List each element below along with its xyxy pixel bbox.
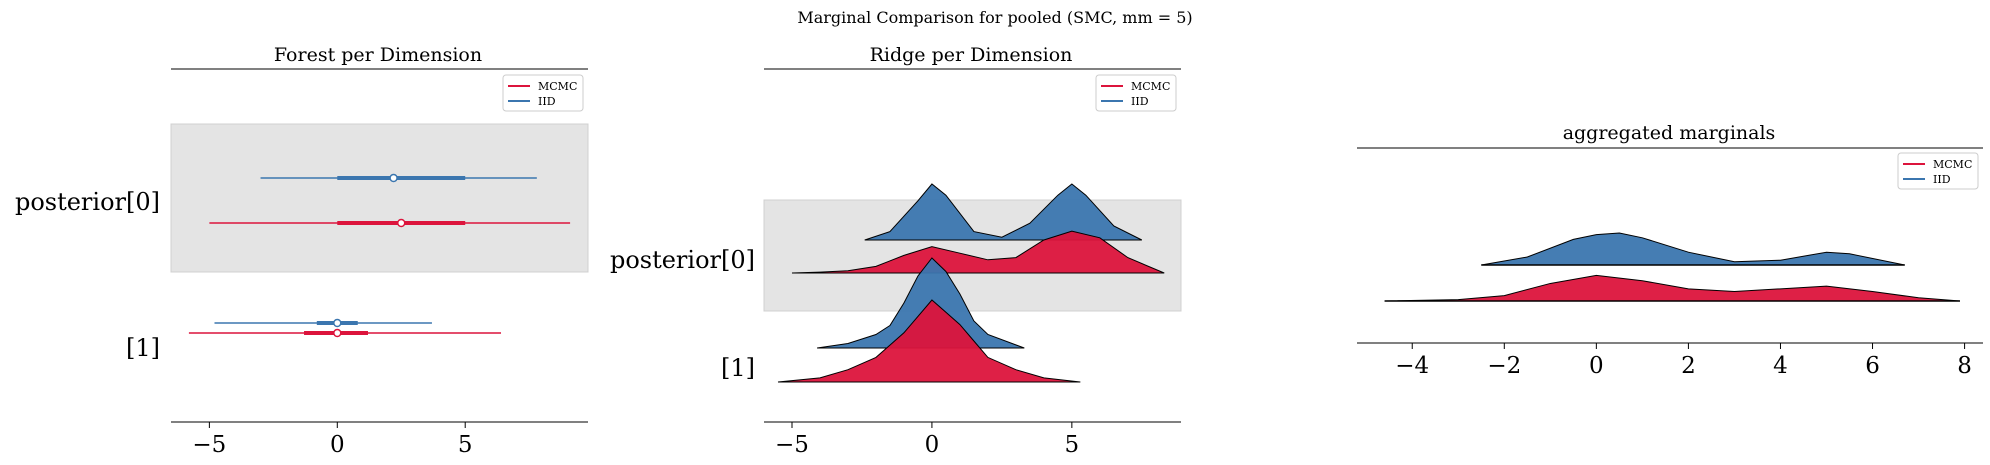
x-tick-label: 6 (1865, 353, 1880, 379)
ridge-area-iid (817, 258, 1025, 348)
category-label: [1] (126, 334, 160, 362)
figure-suptitle: Marginal Comparison for pooled (SMC, mm … (797, 8, 1192, 27)
ridge-title: Ridge per Dimension (870, 44, 1073, 66)
x-tick-label: 0 (330, 432, 345, 458)
aggregated-panel: aggregated marginals −4 −2 0 2 4 6 8 MCMC IID (1357, 122, 1983, 379)
legend-label-iid: IID (1933, 173, 1951, 186)
forest-panel: Forest per Dimension posterior[0] [1] −5 0 5… (15, 44, 589, 458)
marginal-area-mcmc (1384, 275, 1960, 301)
forest-median-iid (389, 173, 398, 183)
ridge-area-iid (864, 184, 1142, 240)
x-tick-label: 5 (458, 432, 473, 458)
marginal-outline-iid (1481, 232, 1905, 266)
legend-label-mcmc: MCMC (1933, 158, 1972, 171)
x-tick-label: −2 (1487, 353, 1521, 379)
marginal-outline-mcmc (1384, 274, 1961, 302)
ridge-outline-mcmc (791, 230, 1165, 274)
x-tick-label: −5 (192, 432, 226, 458)
highlight-band (170, 123, 589, 273)
ridge-area-mcmc (791, 231, 1165, 273)
x-tick-label: 0 (1589, 353, 1604, 379)
category-label: posterior[0] (15, 188, 160, 216)
ridge-panel: Ridge per Dimension posterior[0] [1] −5 0 5 M… (610, 44, 1182, 458)
legend-label-mcmc: MCMC (538, 80, 577, 93)
ridge-area-mcmc (777, 300, 1081, 382)
aggregated-title: aggregated marginals (1563, 122, 1776, 144)
category-label: posterior[0] (610, 246, 755, 274)
category-label: [1] (721, 354, 755, 382)
x-tick-label: 8 (1957, 353, 1972, 379)
legend-label-iid: IID (538, 95, 556, 108)
forest-title: Forest per Dimension (274, 44, 482, 66)
forest-median-mcmc (333, 328, 342, 338)
x-tick-label: 2 (1681, 353, 1696, 379)
marginal-area-iid (1481, 233, 1905, 265)
ridge-outline-mcmc (777, 299, 1081, 383)
x-tick-label: −5 (775, 432, 809, 458)
x-tick-label: 4 (1773, 353, 1788, 379)
x-tick-label: 5 (1065, 432, 1080, 458)
legend-label-iid: IID (1131, 95, 1149, 108)
x-tick-label: −4 (1395, 353, 1429, 379)
legend-label-mcmc: MCMC (1131, 80, 1170, 93)
ridge-outline-iid (817, 257, 1025, 349)
x-tick-label: 0 (925, 432, 940, 458)
forest-median-mcmc (396, 218, 406, 228)
ridge-outline-iid (864, 183, 1143, 241)
forest-median-iid (333, 318, 342, 328)
